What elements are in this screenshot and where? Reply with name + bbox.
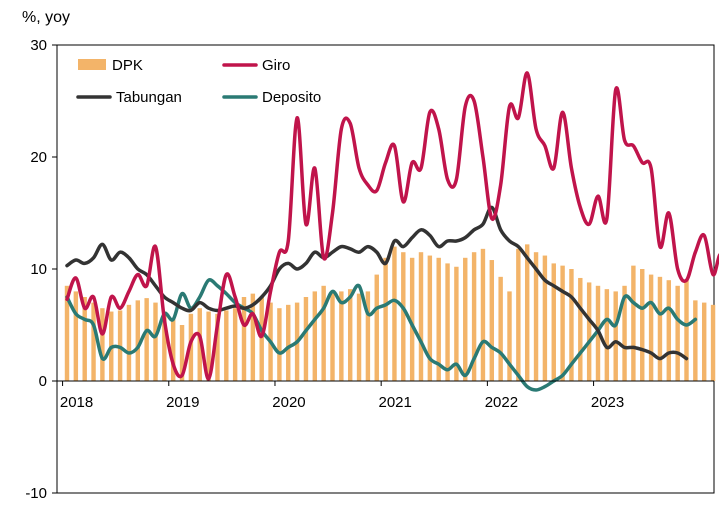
dpk-bar	[436, 257, 441, 381]
dpk-bar	[170, 319, 176, 381]
dpk-bar	[179, 325, 185, 381]
x-tick-label: 2019	[166, 394, 199, 411]
legend-label-deposito: Deposito	[262, 89, 321, 106]
dpk-bar	[365, 291, 371, 381]
dpk-bar	[330, 291, 335, 381]
dpk-bar	[339, 291, 344, 381]
dpk-bar	[631, 265, 636, 381]
dpk-bars	[64, 244, 716, 381]
dpk-bar	[701, 302, 707, 381]
dpk-bar	[82, 297, 87, 381]
dpk-bar	[259, 297, 264, 381]
dpk-bar	[206, 311, 211, 381]
dpk-bar	[312, 291, 318, 381]
dpk-bar	[622, 285, 627, 381]
series-lines	[65, 71, 719, 392]
dpk-bar	[498, 276, 503, 381]
dpk-bar	[356, 293, 362, 381]
dpk-bar	[303, 297, 309, 381]
dpk-bar	[613, 291, 618, 381]
dpk-bar	[401, 252, 406, 381]
dpk-bar	[144, 298, 149, 381]
dpk-bar	[657, 276, 663, 381]
dpk-bar	[445, 263, 450, 381]
dpk-bar	[409, 257, 415, 381]
dpk-bar	[454, 266, 459, 381]
dpk-bar	[347, 289, 353, 381]
dpk-bar	[480, 248, 486, 381]
dpk-bar	[321, 285, 326, 381]
dpk-bar	[215, 313, 220, 381]
dpk-bar	[533, 252, 539, 381]
dpk-bar	[286, 304, 291, 381]
dpk-bar	[524, 244, 530, 381]
deposito-line	[65, 278, 698, 392]
x-axis-ticks: 2018 2019 2020 2021 2022 2023	[60, 381, 624, 411]
x-tick-label: 2023	[591, 394, 624, 411]
dpk-bar	[250, 293, 256, 381]
y-tick-label: -10	[25, 485, 47, 502]
dpk-bar	[640, 269, 645, 381]
dpk-bar	[100, 308, 105, 381]
dpk-bar	[73, 291, 79, 381]
legend-swatch-dpk	[78, 59, 106, 70]
dpk-bar	[489, 260, 495, 381]
dpk-bar	[277, 308, 282, 381]
dpk-bar	[507, 291, 512, 381]
dpk-bar	[560, 265, 565, 381]
legend-label-dpk: DPK	[112, 57, 143, 74]
dpk-bar	[542, 255, 548, 381]
dpk-bar	[516, 248, 521, 381]
dpk-bar	[197, 308, 202, 381]
giro-line	[65, 71, 719, 381]
legend: DPK Giro Tabungan Deposito	[76, 57, 321, 106]
dpk-bar	[693, 300, 698, 381]
legend-label-tabungan: Tabungan	[116, 89, 182, 106]
dpk-bar	[684, 280, 689, 381]
dpk-bar	[463, 257, 468, 381]
y-tick-label: 30	[30, 37, 47, 54]
y-tick-label: 10	[30, 261, 47, 278]
x-tick-label: 2018	[60, 394, 93, 411]
dpk-bar	[471, 252, 477, 381]
x-tick-label: 2020	[272, 394, 305, 411]
y-axis-ticks: 30 20 10 0 -10	[25, 37, 57, 502]
dpk-bar	[162, 311, 167, 381]
dpk-bar	[383, 257, 388, 381]
dpk-bar	[666, 280, 672, 381]
x-tick-label: 2021	[378, 394, 411, 411]
dpk-bar	[241, 297, 247, 381]
y-tick-label: 0	[39, 373, 47, 390]
dpk-bar	[604, 289, 610, 381]
y-tick-label: 20	[30, 149, 47, 166]
dpk-bar	[551, 263, 556, 381]
dpk-bar	[427, 255, 433, 381]
dpk-bar	[710, 304, 716, 381]
dpk-bar	[153, 302, 158, 381]
dpk-bar	[135, 300, 141, 381]
dpk-bar	[374, 274, 379, 381]
tabungan-line	[65, 205, 689, 361]
y-unit-label: %, yoy	[22, 9, 70, 26]
dpk-bar	[224, 310, 229, 381]
dpk-bar	[232, 308, 238, 381]
x-tick-label: 2022	[485, 394, 518, 411]
dpk-bar	[64, 285, 70, 381]
dpk-bar	[91, 302, 96, 381]
dpk-bar	[126, 304, 132, 381]
dpk-bar	[675, 285, 680, 381]
dpk-bar	[418, 252, 424, 381]
dpk-bar	[578, 277, 583, 381]
dpk-bar	[586, 282, 592, 381]
dpk-bar	[392, 246, 397, 381]
dpk-bar	[648, 274, 654, 381]
legend-label-giro: Giro	[262, 57, 290, 74]
dpk-bar	[569, 269, 574, 381]
